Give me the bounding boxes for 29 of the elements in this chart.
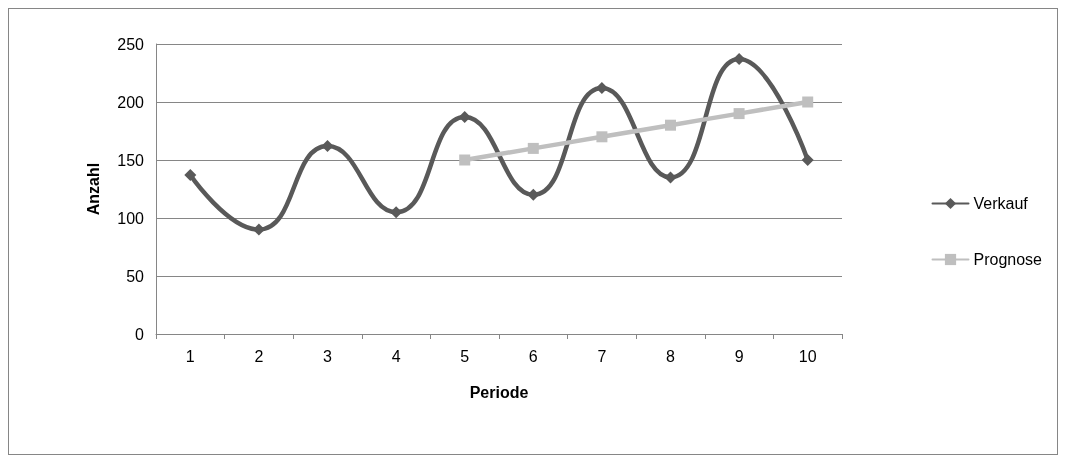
legend-label: Prognose	[973, 251, 1043, 268]
point	[801, 154, 814, 166]
point	[733, 108, 745, 120]
y-tick-label: 150	[117, 151, 145, 169]
point	[596, 131, 608, 143]
x-tick-label: 3	[323, 347, 333, 365]
x-tick-label: 2	[254, 347, 264, 365]
point	[459, 154, 471, 166]
y-tick-label: 200	[117, 93, 145, 111]
legend-label: Verkauf	[973, 195, 1029, 212]
x-tick-label: 1	[185, 347, 195, 365]
x-tick-label: 6	[528, 347, 538, 365]
y-tick-label: 50	[126, 267, 145, 285]
point	[665, 119, 676, 131]
y-tick-label: 0	[135, 325, 145, 343]
x-tick-label: 5	[460, 347, 470, 365]
point	[802, 96, 814, 108]
point	[184, 169, 197, 182]
x-tick-label: 4	[391, 347, 401, 365]
point	[321, 140, 334, 153]
x-axis-title: Periode	[469, 383, 529, 401]
x-tick-label: 10	[798, 347, 817, 365]
x-tick-label: 7	[597, 347, 607, 365]
x-tick-label: 8	[666, 347, 676, 365]
y-tick-label: 250	[117, 35, 145, 53]
y-tick-label: 100	[117, 209, 145, 227]
x-tick-label: 9	[734, 347, 744, 365]
point	[527, 142, 539, 154]
y-axis-title: Anzahl	[84, 162, 102, 216]
